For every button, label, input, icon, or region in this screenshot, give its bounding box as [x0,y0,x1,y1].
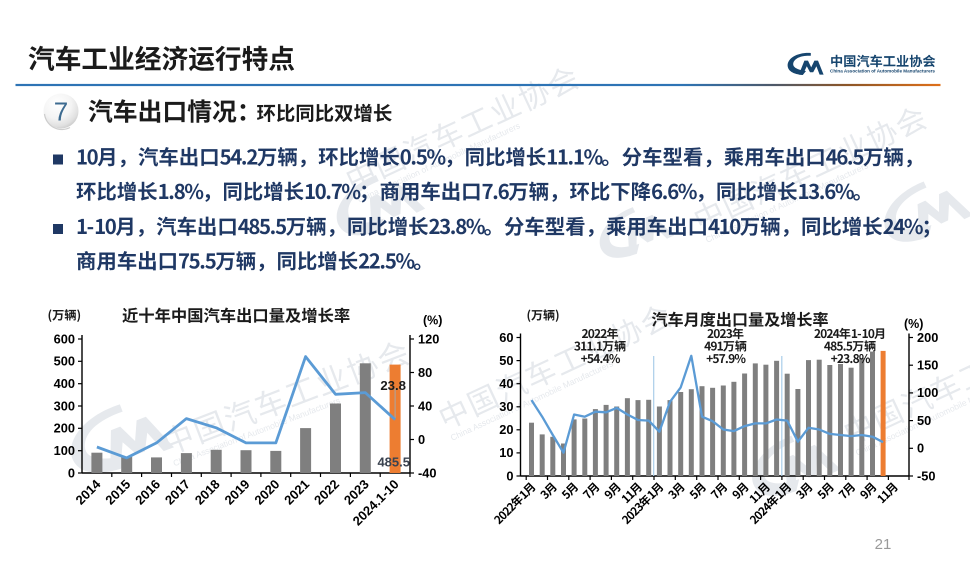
svg-text:40: 40 [418,398,432,413]
svg-text:2016: 2016 [132,477,163,508]
svg-text:10: 10 [499,445,513,460]
svg-text:2018: 2018 [192,477,223,508]
svg-text:500: 500 [54,354,75,369]
svg-text:60: 60 [499,330,513,345]
svg-text:2017: 2017 [162,477,193,508]
svg-text:0: 0 [418,432,425,447]
svg-text:20: 20 [499,422,513,437]
svg-text:2021: 2021 [281,477,312,508]
svg-text:150: 150 [917,358,938,373]
svg-text:23.8: 23.8 [380,378,406,393]
svg-text:200: 200 [54,421,75,436]
svg-text:50: 50 [499,353,513,368]
svg-text:600: 600 [54,331,75,346]
svg-text:300: 300 [54,398,75,413]
svg-text:-40: -40 [418,465,437,480]
svg-text:2015: 2015 [102,477,133,508]
svg-text:120: 120 [418,331,439,346]
svg-text:(%): (%) [423,314,442,328]
svg-text:7: 7 [54,97,68,127]
svg-text:0: 0 [68,465,75,480]
svg-text:2014: 2014 [72,476,104,508]
svg-text:80: 80 [418,365,432,380]
svg-text:2022: 2022 [311,477,342,508]
svg-text:-50: -50 [917,468,936,483]
svg-text:50: 50 [917,413,931,428]
svg-text:21: 21 [875,536,892,553]
svg-text:485.5: 485.5 [377,455,410,470]
svg-text:100: 100 [54,443,75,458]
svg-text:40: 40 [499,376,513,391]
svg-text:400: 400 [54,376,75,391]
svg-text:2020: 2020 [251,477,282,508]
svg-text:30: 30 [499,399,513,414]
svg-text:2019: 2019 [222,477,253,508]
svg-text:China Association of Automobil: China Association of Automobile Manufact… [830,69,935,75]
svg-text:0: 0 [506,468,513,483]
svg-text:100: 100 [917,385,938,400]
svg-text:200: 200 [917,330,938,345]
svg-text:(%): (%) [904,317,923,331]
svg-text:0: 0 [917,441,924,456]
